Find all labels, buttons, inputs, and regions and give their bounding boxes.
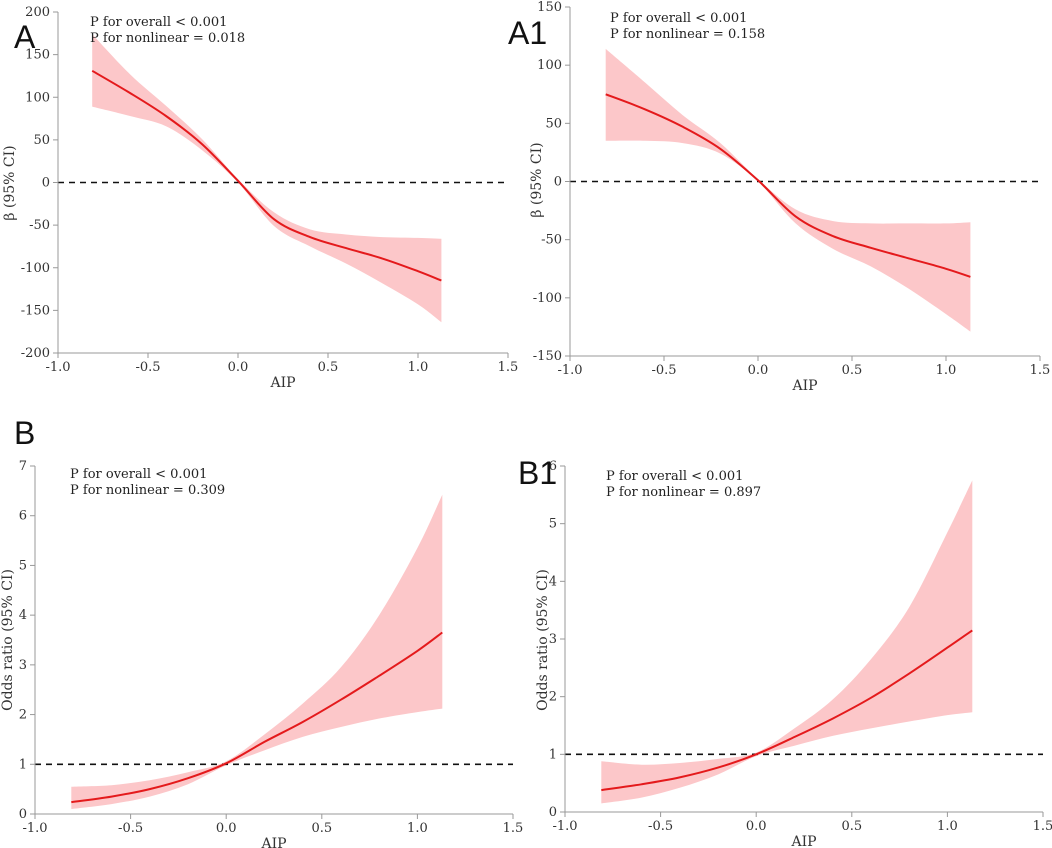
x-tick-label: -0.5 bbox=[135, 360, 160, 375]
y-tick-label: 2 bbox=[19, 708, 27, 723]
x-tick-label: 0.5 bbox=[841, 819, 862, 834]
y-tick-label: 4 bbox=[549, 574, 557, 589]
x-tick-label: 0.5 bbox=[318, 360, 339, 375]
p-value-annotation: P for overall < 0.001 bbox=[70, 467, 207, 482]
panel-a: -1.0 -0.5 0.0 0.5 1.0 1.5 -200 -150 -100 -50 0 50 10… bbox=[2, 5, 518, 391]
y-tick-label: 0 bbox=[42, 176, 50, 191]
y-tick-label: 6 bbox=[549, 459, 557, 474]
confidence-band bbox=[71, 494, 443, 809]
y-tick-label: 5 bbox=[549, 517, 557, 532]
x-tick-label: -0.5 bbox=[651, 363, 676, 378]
p-value-annotation: P for overall < 0.001 bbox=[610, 11, 747, 26]
x-tick-label: 0.0 bbox=[228, 360, 249, 375]
y-tick-label: 0 bbox=[549, 805, 557, 820]
y-tick-label: 100 bbox=[25, 90, 50, 105]
confidence-band bbox=[605, 48, 971, 332]
y-tick-label: 5 bbox=[19, 558, 27, 573]
x-tick-label: -1.0 bbox=[557, 363, 582, 378]
x-tick-label: 0.0 bbox=[748, 363, 769, 378]
y-tick-label: 0 bbox=[19, 807, 27, 822]
y-tick-label: -100 bbox=[21, 261, 50, 276]
y-axis-title: β (95% CI) bbox=[2, 145, 18, 220]
y-tick-label: 150 bbox=[537, 0, 562, 15]
y-tick-label: 1 bbox=[549, 747, 557, 762]
y-tick-label: 4 bbox=[19, 608, 27, 623]
estimate-line bbox=[91, 69, 442, 282]
x-tick-label: 1.5 bbox=[1030, 363, 1051, 378]
panel-label: B bbox=[14, 415, 35, 451]
p-value-annotation: P for nonlinear = 0.309 bbox=[70, 483, 225, 498]
y-tick-label: 0 bbox=[554, 175, 562, 190]
y-tick-label: -150 bbox=[533, 349, 562, 364]
y-tick-label: -150 bbox=[21, 303, 50, 318]
y-tick-label: 50 bbox=[545, 116, 562, 131]
x-tick-label: 0.0 bbox=[746, 819, 767, 834]
x-tick-label: 0.5 bbox=[311, 821, 332, 836]
x-tick-label: 1.0 bbox=[408, 360, 429, 375]
y-tick-label: 200 bbox=[25, 5, 50, 20]
panel-b: -1.0 -0.5 0.0 0.5 1.0 1.5 0 1 2 3 4 5 6 7 AIP Odds rati… bbox=[0, 415, 523, 848]
p-value-annotation: P for nonlinear = 0.158 bbox=[610, 27, 765, 42]
panel-label: A1 bbox=[508, 15, 547, 51]
y-tick-label: 100 bbox=[537, 58, 562, 73]
x-tick-label: -1.0 bbox=[45, 360, 70, 375]
y-tick-label: 150 bbox=[25, 48, 50, 63]
y-tick-label: -100 bbox=[533, 291, 562, 306]
y-tick-label: -200 bbox=[21, 346, 50, 361]
x-tick-label: 1.0 bbox=[937, 819, 958, 834]
p-value-annotation: P for nonlinear = 0.018 bbox=[90, 31, 245, 46]
y-tick-label: 3 bbox=[19, 658, 27, 673]
confidence-band bbox=[601, 480, 973, 804]
x-axis-title: AIP bbox=[791, 378, 817, 394]
panel-b1: -1.0 -0.5 0.0 0.5 1.0 1.5 0 1 2 3 4 5 6 AIP Odds ratio… bbox=[518, 455, 1052, 848]
x-tick-label: -0.5 bbox=[118, 821, 143, 836]
panel-label: B1 bbox=[518, 455, 557, 491]
y-axis-title: Odds ratio (95% CI) bbox=[0, 569, 16, 711]
p-value-annotation: P for overall < 0.001 bbox=[606, 469, 743, 484]
panel-label: A bbox=[14, 19, 36, 55]
x-axis-title: AIP bbox=[269, 375, 295, 391]
estimate-line bbox=[601, 629, 973, 792]
x-tick-label: -0.5 bbox=[648, 819, 673, 834]
x-axis-title: AIP bbox=[790, 834, 816, 848]
x-tick-label: 0.0 bbox=[216, 821, 237, 836]
x-tick-label: 1.5 bbox=[503, 821, 524, 836]
x-tick-label: 1.5 bbox=[498, 360, 519, 375]
x-tick-label: -1.0 bbox=[22, 821, 47, 836]
y-tick-label: 7 bbox=[19, 459, 27, 474]
y-tick-label: -50 bbox=[541, 233, 562, 248]
x-axis-title: AIP bbox=[260, 836, 286, 848]
y-tick-label: -50 bbox=[29, 218, 50, 233]
x-tick-label: 1.0 bbox=[407, 821, 428, 836]
y-tick-label: 2 bbox=[549, 690, 557, 705]
y-tick-label: 50 bbox=[33, 133, 50, 148]
y-tick-label: 6 bbox=[19, 509, 27, 524]
panel-a1: -1.0 -0.5 0.0 0.5 1.0 1.5 -150 -100 -50 0 50 100 150… bbox=[508, 0, 1050, 394]
x-tick-label: 1.5 bbox=[1033, 819, 1052, 834]
y-axis-title: β (95% CI) bbox=[529, 142, 545, 217]
p-value-annotation: P for nonlinear = 0.897 bbox=[606, 485, 761, 500]
confidence-band bbox=[92, 34, 442, 323]
estimate-line bbox=[605, 93, 971, 278]
estimate-line bbox=[71, 631, 443, 804]
p-value-annotation: P for overall < 0.001 bbox=[90, 15, 227, 30]
y-tick-label: 3 bbox=[549, 632, 557, 647]
x-tick-label: 0.5 bbox=[842, 363, 863, 378]
x-tick-label: 1.0 bbox=[936, 363, 957, 378]
y-tick-label: 1 bbox=[19, 757, 27, 772]
x-tick-label: -1.0 bbox=[552, 819, 577, 834]
y-axis-title: Odds ratio (95% CI) bbox=[535, 569, 551, 711]
